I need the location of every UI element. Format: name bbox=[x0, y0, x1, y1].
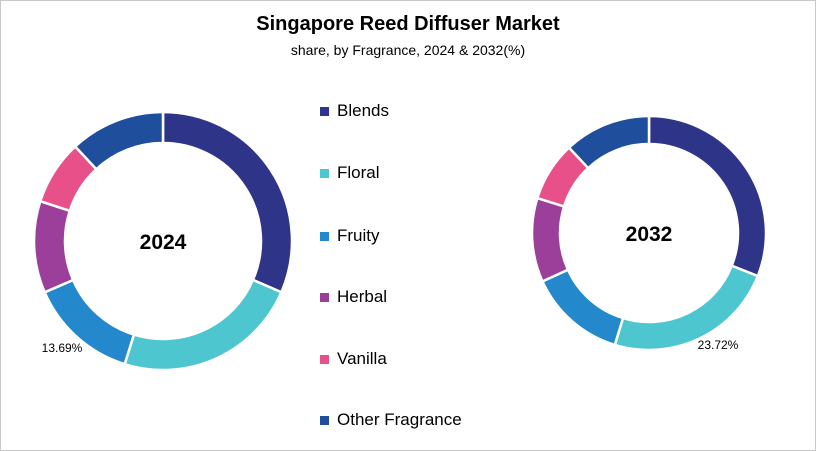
chart-subtitle: share, by Fragrance, 2024 & 2032(%) bbox=[290, 42, 526, 58]
legend-label: Herbal bbox=[337, 287, 388, 306]
chart-title: Singapore Reed Diffuser Market bbox=[256, 13, 560, 35]
slice-2024-floral bbox=[123, 278, 284, 372]
slice-2024-herbal bbox=[32, 199, 75, 294]
data-label-2024: 13.69% bbox=[42, 341, 83, 355]
slice-2024-other-fragrance bbox=[73, 110, 165, 171]
legend-item-herbal: Herbal bbox=[320, 286, 387, 308]
legend-swatch bbox=[320, 354, 329, 364]
slice-2024-blends bbox=[161, 110, 294, 294]
donut-center-label-2024: 2024 bbox=[140, 231, 187, 254]
legend-item-fruity: Fruity bbox=[320, 225, 380, 247]
legend-item-vanilla: Vanilla bbox=[320, 348, 387, 370]
slice-2032-blends bbox=[647, 114, 768, 278]
legend-swatch bbox=[320, 415, 329, 425]
slice-2032-fruity bbox=[540, 268, 625, 347]
legend-label: Blends bbox=[337, 101, 389, 120]
legend-swatch bbox=[320, 106, 329, 116]
legend-label: Floral bbox=[337, 163, 380, 182]
legend-swatch bbox=[320, 231, 329, 241]
slice-2032-other-fragrance bbox=[567, 114, 651, 170]
slice-2032-herbal bbox=[530, 196, 570, 284]
legend-swatch bbox=[320, 292, 329, 302]
legend-label: Fruity bbox=[337, 226, 380, 245]
legend-item-floral: Floral bbox=[320, 162, 380, 184]
legend-swatch bbox=[320, 168, 329, 178]
chart-legend: Blends Floral Fruity Herbal Vanilla Other Fra… bbox=[320, 0, 520, 451]
legend-item-blends: Blends bbox=[320, 100, 389, 122]
legend-item-other-fragrance: Other Fragrance bbox=[320, 409, 462, 431]
donut-center-label-2032: 2032 bbox=[626, 223, 673, 246]
legend-label: Other Fragrance bbox=[337, 410, 462, 429]
legend-label: Vanilla bbox=[337, 349, 387, 368]
data-label-2032: 23.72% bbox=[698, 338, 739, 352]
